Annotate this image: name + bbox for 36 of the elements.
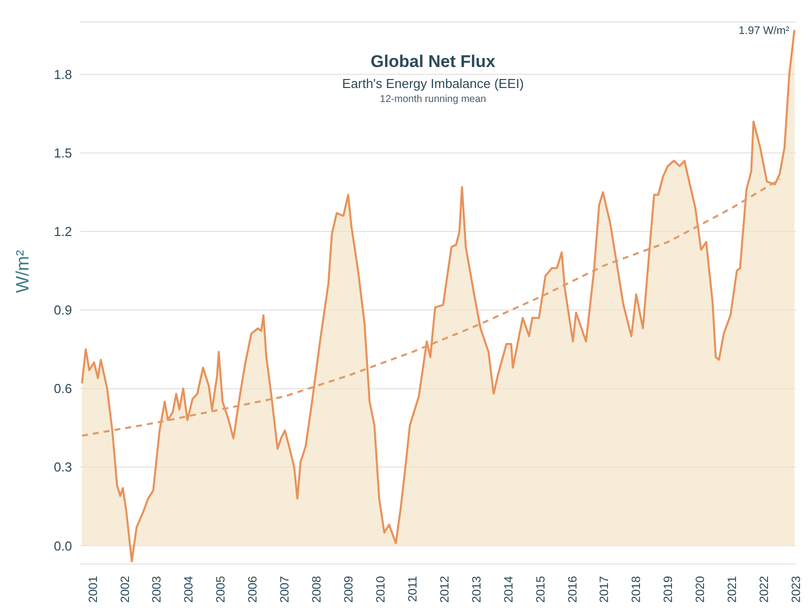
- x-tick-label: 2019: [661, 576, 676, 603]
- line-series: [80, 178, 782, 437]
- x-tick-label: 2005: [214, 576, 228, 603]
- x-tick-label: 2021: [725, 576, 740, 603]
- text: Global Net Flux: [370, 52, 496, 72]
- x-tick-label: 2006: [246, 576, 260, 603]
- y-tick-label: 0.6: [54, 381, 72, 396]
- x-tick-label: 2004: [182, 576, 196, 603]
- x-tick-label: 2008: [310, 576, 324, 603]
- x-tick-label: 2007: [278, 576, 292, 603]
- y-tick-label: 1.5: [54, 146, 72, 161]
- x-tick-label: 2014: [501, 576, 516, 603]
- y-tick-label: 0.0: [54, 538, 72, 554]
- y-tick-label: 1.2: [54, 224, 72, 240]
- x-tick-label: 2020: [693, 576, 708, 603]
- x-tick-label: 2013: [469, 576, 484, 603]
- annotation: 1.97 W/m²: [738, 24, 790, 37]
- y-tick-label: 0.9: [54, 302, 72, 318]
- x-tick-label: 2003: [150, 576, 164, 603]
- y-tick-label: 0.3: [54, 460, 72, 475]
- x-tick-label: 2002: [118, 576, 132, 603]
- x-tick-label: 2009: [342, 576, 356, 603]
- x-tick-label: 2011: [405, 576, 420, 602]
- x-tick-label: 2016: [565, 576, 580, 603]
- x-tick-label: 2012: [437, 576, 452, 603]
- text: Earth's Energy Imbalance (EEI): [341, 76, 525, 91]
- x-tick-label: 2010: [373, 576, 388, 603]
- x-tick-label: 2022: [757, 576, 772, 603]
- y-tick-label: 1.8: [54, 66, 72, 82]
- x-tick-label: 2015: [533, 576, 548, 603]
- annotation: 12-month running mean: [378, 94, 488, 105]
- x-tick-label: 2001: [86, 576, 100, 603]
- x-tick-label: 2018: [629, 576, 644, 603]
- x-tick-label: 2023: [789, 576, 803, 603]
- x-tick-label: 2017: [597, 576, 612, 603]
- y-axis-title: W/m²: [12, 250, 32, 293]
